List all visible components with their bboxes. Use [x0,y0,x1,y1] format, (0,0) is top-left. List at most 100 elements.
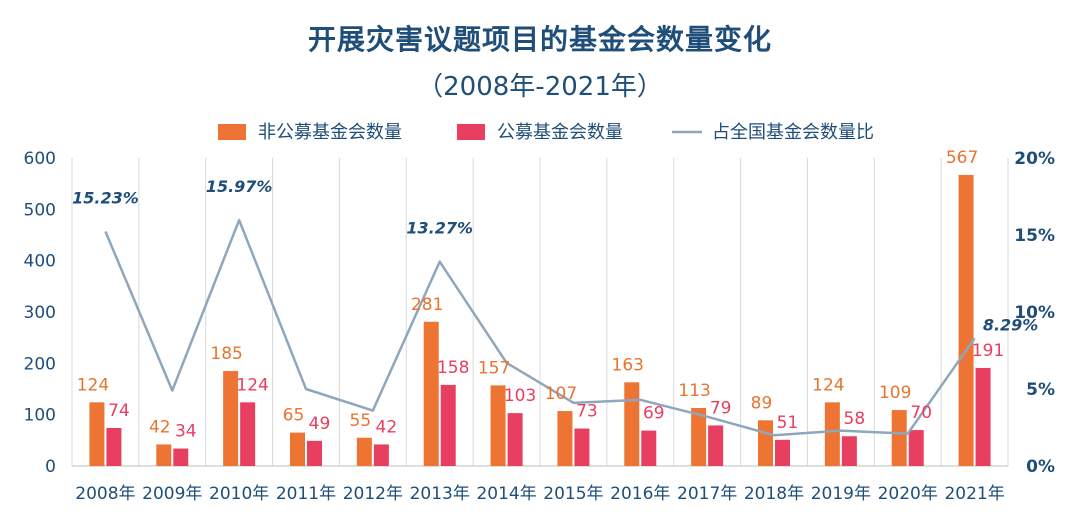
bar-nonpublic [891,410,907,466]
line-series-share [104,218,976,437]
bar-label-nonpublic: 55 [350,411,372,431]
bar-label-public: 103 [504,386,536,406]
chart-grid [71,158,1009,466]
bar-label-public: 42 [376,417,398,437]
bar-nonpublic [624,382,640,466]
line-label-share: 15.23% [72,188,139,207]
bar-public [775,439,790,466]
bar-public [173,448,189,466]
x-tick-label: 2021年 [944,484,1004,504]
bar-nonpublic [89,402,105,466]
x-tick-label: 2009年 [142,484,202,504]
bar-nonpublic [958,174,974,466]
x-tick-label: 2014年 [476,484,536,504]
bar-label-nonpublic: 185 [210,344,242,364]
bar-label-public: 51 [777,413,799,433]
bar-label-public: 73 [576,402,598,422]
bar-public [373,444,389,466]
legend-label-2: 公募基金会数量 [497,122,623,143]
bar-label-public: 191 [972,341,1004,361]
bar-label-public: 58 [844,409,866,429]
x-tick-label: 2018年 [744,484,804,504]
bar-public [440,384,456,466]
bar-public [307,440,322,466]
line-series-group [104,218,976,437]
line-label-share: 15.97% [206,177,273,196]
y-left-tick-label: 0 [45,457,56,477]
legend-swatch-2 [457,124,485,140]
legend: 非公募基金会数量 公募基金会数量 占全国基金会数量比 [218,122,874,143]
bar-nonpublic [156,444,172,466]
bar-nonpublic [290,432,305,466]
bar-label-nonpublic: 281 [411,295,443,315]
bar-label-nonpublic: 113 [678,381,710,401]
y-right-tick-label: 0% [1026,457,1055,477]
chart-title: 开展灾害议题项目的基金会数量变化 [307,23,772,56]
bar-label-nonpublic: 567 [946,148,978,168]
bar-public [106,428,122,466]
bar-label-nonpublic: 89 [751,393,773,413]
y-left-tick-label: 200 [24,354,56,374]
x-tick-label: 2010年 [209,484,269,504]
bar-public [908,430,924,466]
bar-nonpublic [758,420,773,466]
line-label-share: 13.27% [406,219,473,238]
bar-label-public: 70 [910,403,932,423]
bar-label-nonpublic: 124 [812,375,844,395]
y-left-tick-label: 600 [24,149,56,169]
bar-nonpublic [223,371,239,466]
x-tick-label: 2015年 [543,484,603,504]
bar-label-public: 124 [236,375,268,395]
y-left-tick-label: 500 [24,200,56,220]
bar-public [507,413,523,466]
bar-label-public: 79 [710,398,732,418]
bar-nonpublic [557,411,573,466]
line-label-share: 8.29% [983,315,1039,334]
bar-public [708,425,724,466]
legend-swatch-1 [218,124,246,140]
x-tick-label: 2013年 [410,484,470,504]
bar-label-nonpublic: 109 [879,383,911,403]
y-left-tick-label: 100 [24,406,56,426]
bar-nonpublic [490,385,506,466]
bar-label-public: 49 [309,414,331,434]
x-tick-label: 2011年 [276,484,336,504]
y-left-tick-label: 400 [24,252,56,272]
legend-label-1: 非公募基金会数量 [258,122,402,143]
y-right-tick-label: 10% [1014,303,1055,323]
bar-label-nonpublic: 42 [149,417,171,437]
bar-label-public: 34 [175,422,197,442]
bar-nonpublic [423,321,439,466]
bar-label-public: 74 [108,401,130,421]
bar-label-nonpublic: 65 [283,406,305,426]
bar-nonpublic [824,402,840,466]
bar-label-public: 158 [437,358,469,378]
bar-label-nonpublic: 124 [77,375,109,395]
y-right-tick-label: 20% [1014,149,1055,169]
bar-nonpublic [356,437,372,466]
x-tick-label: 2016年 [610,484,670,504]
bar-label-public: 69 [643,404,665,424]
x-tick-label: 2019年 [811,484,871,504]
bar-series-group [89,174,991,466]
bar-label-nonpublic: 163 [612,355,644,375]
x-tick-label: 2008年 [75,484,135,504]
bar-nonpublic [691,407,707,466]
x-tick-label: 2020年 [878,484,938,504]
bar-label-nonpublic: 107 [545,384,577,404]
bar-public [574,428,590,466]
y-left-tick-label: 300 [24,303,56,323]
bar-label-nonpublic: 157 [478,358,510,378]
y-right-tick-label: 15% [1014,226,1055,246]
y-right-tick-label: 5% [1026,380,1055,400]
bar-public [841,436,857,466]
bar-public [975,367,991,466]
bar-public [641,430,657,466]
x-tick-label: 2012年 [343,484,403,504]
legend-label-3: 占全国基金会数量比 [712,122,874,143]
x-tick-label: 2017年 [677,484,737,504]
bar-public [240,402,256,466]
